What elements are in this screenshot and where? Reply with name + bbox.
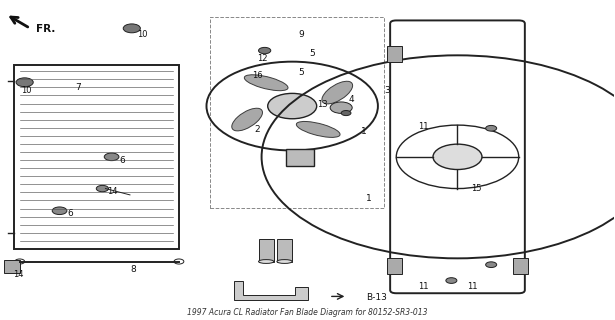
Polygon shape: [234, 281, 308, 300]
Circle shape: [433, 144, 482, 170]
Text: FR.: FR.: [36, 24, 55, 34]
Text: 4: 4: [349, 95, 354, 104]
Bar: [286, 149, 314, 166]
Bar: [387, 46, 402, 62]
Bar: [258, 239, 274, 261]
Text: 5: 5: [298, 68, 304, 77]
Text: 5: 5: [309, 49, 315, 58]
Text: 1997 Acura CL Radiator Fan Blade Diagram for 80152-SR3-013: 1997 Acura CL Radiator Fan Blade Diagram…: [187, 308, 428, 317]
Bar: [512, 258, 528, 274]
Circle shape: [258, 47, 271, 54]
Circle shape: [104, 153, 119, 161]
Text: B-13: B-13: [366, 292, 387, 301]
Text: 11: 11: [419, 282, 429, 292]
Circle shape: [52, 207, 67, 215]
Text: 12: 12: [258, 54, 268, 63]
Text: 11: 11: [467, 282, 478, 292]
Circle shape: [486, 125, 497, 131]
Circle shape: [123, 24, 140, 33]
Text: 6: 6: [120, 156, 125, 164]
Text: 6: 6: [67, 209, 73, 219]
Bar: [210, 17, 384, 208]
Circle shape: [97, 185, 108, 192]
Text: 16: 16: [252, 71, 263, 80]
Circle shape: [341, 110, 351, 116]
Text: 14: 14: [14, 270, 24, 279]
Circle shape: [486, 262, 497, 268]
Text: 2: 2: [255, 125, 260, 134]
Text: 3: 3: [384, 86, 390, 95]
Text: 9: 9: [298, 30, 304, 39]
Text: 11: 11: [419, 122, 429, 131]
Text: 14: 14: [108, 187, 118, 196]
Ellipse shape: [232, 108, 263, 131]
Circle shape: [446, 278, 457, 284]
Ellipse shape: [277, 260, 292, 263]
Ellipse shape: [322, 81, 352, 104]
Ellipse shape: [244, 75, 288, 91]
Circle shape: [268, 93, 317, 119]
Text: 8: 8: [130, 265, 136, 274]
Bar: [14, 65, 179, 249]
Text: 10: 10: [137, 30, 148, 39]
Circle shape: [16, 78, 33, 87]
Text: 1: 1: [361, 127, 367, 136]
Ellipse shape: [258, 260, 274, 263]
Bar: [277, 239, 292, 261]
Text: 7: 7: [75, 83, 81, 92]
Text: 1: 1: [366, 194, 371, 203]
Text: 10: 10: [21, 86, 31, 95]
Bar: [4, 260, 20, 273]
Text: 13: 13: [317, 100, 328, 109]
Ellipse shape: [296, 122, 340, 137]
Bar: [387, 258, 402, 274]
Circle shape: [330, 102, 352, 113]
Text: 15: 15: [470, 184, 481, 193]
